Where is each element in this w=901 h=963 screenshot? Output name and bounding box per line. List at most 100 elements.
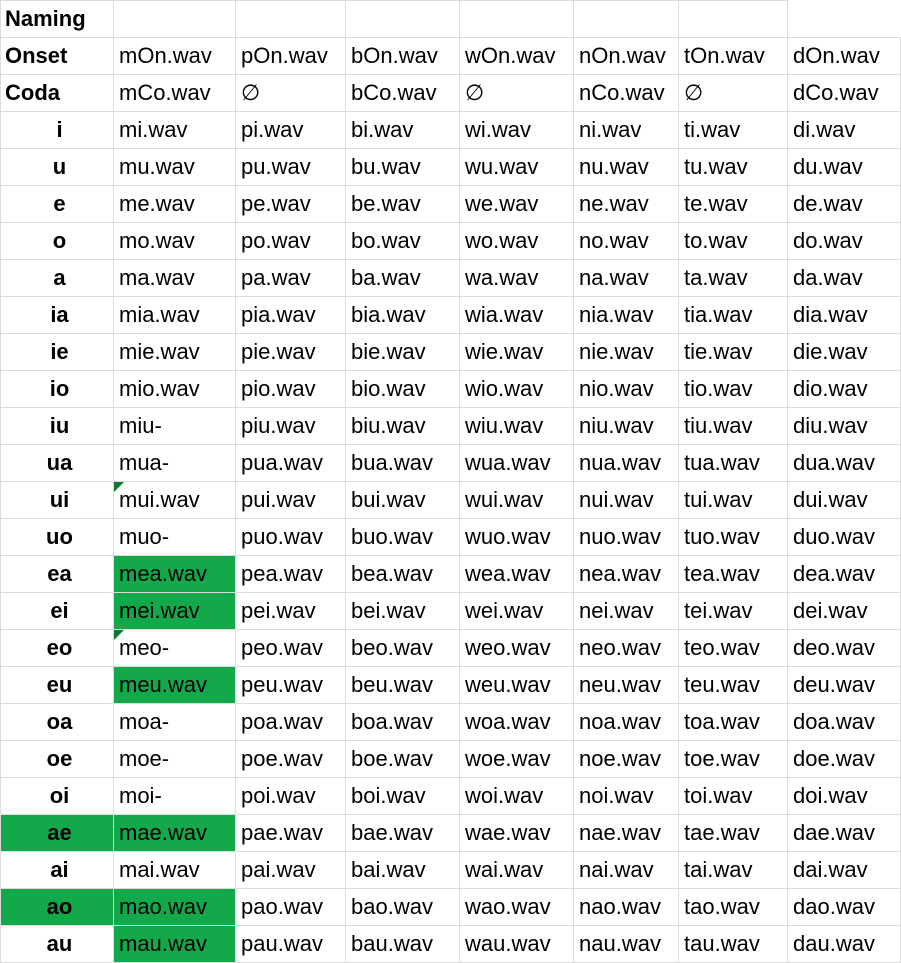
row-label-au[interactable]: au bbox=[0, 925, 114, 963]
cell-t-ai[interactable]: tai.wav bbox=[678, 851, 788, 889]
cell-coda-d[interactable]: dCo.wav bbox=[787, 74, 901, 112]
cell-p-i[interactable]: pi.wav bbox=[235, 111, 346, 149]
cell-w-oi[interactable]: woi.wav bbox=[459, 777, 574, 815]
cell-t-iu[interactable]: tiu.wav bbox=[678, 407, 788, 445]
cell-t-e[interactable]: te.wav bbox=[678, 185, 788, 223]
cell-p-ie[interactable]: pie.wav bbox=[235, 333, 346, 371]
row-label-u[interactable]: u bbox=[0, 148, 114, 186]
cell-w-i[interactable]: wi.wav bbox=[459, 111, 574, 149]
cell-p-uo[interactable]: puo.wav bbox=[235, 518, 346, 556]
cell-b-eu[interactable]: beu.wav bbox=[345, 666, 460, 704]
cell-d-oa[interactable]: doa.wav bbox=[787, 703, 901, 741]
cell-m-ao[interactable]: mao.wav bbox=[113, 888, 236, 926]
cell-onset-w[interactable]: wOn.wav bbox=[459, 37, 574, 75]
cell-b-uo[interactable]: buo.wav bbox=[345, 518, 460, 556]
cell-b-o[interactable]: bo.wav bbox=[345, 222, 460, 260]
cell-w-uo[interactable]: wuo.wav bbox=[459, 518, 574, 556]
empty-cell[interactable] bbox=[345, 0, 460, 38]
cell-p-ui[interactable]: pui.wav bbox=[235, 481, 346, 519]
cell-n-ae[interactable]: nae.wav bbox=[573, 814, 679, 852]
row-label-oe[interactable]: oe bbox=[0, 740, 114, 778]
cell-d-u[interactable]: du.wav bbox=[787, 148, 901, 186]
cell-onset-p[interactable]: pOn.wav bbox=[235, 37, 346, 75]
cell-n-eo[interactable]: neo.wav bbox=[573, 629, 679, 667]
cell-w-ae[interactable]: wae.wav bbox=[459, 814, 574, 852]
row-label-ua[interactable]: ua bbox=[0, 444, 114, 482]
row-label-coda[interactable]: Coda bbox=[0, 74, 114, 112]
cell-coda-t[interactable]: ∅ bbox=[678, 74, 788, 112]
comment-indicator-icon[interactable] bbox=[114, 482, 124, 492]
cell-n-oe[interactable]: noe.wav bbox=[573, 740, 679, 778]
cell-t-ua[interactable]: tua.wav bbox=[678, 444, 788, 482]
cell-t-i[interactable]: ti.wav bbox=[678, 111, 788, 149]
row-label-ia[interactable]: ia bbox=[0, 296, 114, 334]
cell-p-ua[interactable]: pua.wav bbox=[235, 444, 346, 482]
cell-b-au[interactable]: bau.wav bbox=[345, 925, 460, 963]
cell-d-ae[interactable]: dae.wav bbox=[787, 814, 901, 852]
cell-w-ua[interactable]: wua.wav bbox=[459, 444, 574, 482]
cell-d-ai[interactable]: dai.wav bbox=[787, 851, 901, 889]
cell-p-ae[interactable]: pae.wav bbox=[235, 814, 346, 852]
row-label-ie[interactable]: ie bbox=[0, 333, 114, 371]
cell-t-ea[interactable]: tea.wav bbox=[678, 555, 788, 593]
cell-m-u[interactable]: mu.wav bbox=[113, 148, 236, 186]
cell-d-ao[interactable]: dao.wav bbox=[787, 888, 901, 926]
cell-n-ui[interactable]: nui.wav bbox=[573, 481, 679, 519]
cell-m-oa[interactable]: moa- bbox=[113, 703, 236, 741]
cell-p-iu[interactable]: piu.wav bbox=[235, 407, 346, 445]
cell-m-e[interactable]: me.wav bbox=[113, 185, 236, 223]
cell-m-oi[interactable]: moi- bbox=[113, 777, 236, 815]
cell-d-ui[interactable]: dui.wav bbox=[787, 481, 901, 519]
cell-w-o[interactable]: wo.wav bbox=[459, 222, 574, 260]
cell-n-i[interactable]: ni.wav bbox=[573, 111, 679, 149]
cell-m-ia[interactable]: mia.wav bbox=[113, 296, 236, 334]
cell-coda-b[interactable]: bCo.wav bbox=[345, 74, 460, 112]
cell-n-uo[interactable]: nuo.wav bbox=[573, 518, 679, 556]
cell-d-i[interactable]: di.wav bbox=[787, 111, 901, 149]
cell-t-o[interactable]: to.wav bbox=[678, 222, 788, 260]
cell-m-oe[interactable]: moe- bbox=[113, 740, 236, 778]
cell-b-ea[interactable]: bea.wav bbox=[345, 555, 460, 593]
cell-p-oi[interactable]: poi.wav bbox=[235, 777, 346, 815]
cell-w-ei[interactable]: wei.wav bbox=[459, 592, 574, 630]
cell-onset-m[interactable]: mOn.wav bbox=[113, 37, 236, 75]
cell-b-oa[interactable]: boa.wav bbox=[345, 703, 460, 741]
cell-n-eu[interactable]: neu.wav bbox=[573, 666, 679, 704]
cell-b-ai[interactable]: bai.wav bbox=[345, 851, 460, 889]
cell-m-a[interactable]: ma.wav bbox=[113, 259, 236, 297]
cell-p-ea[interactable]: pea.wav bbox=[235, 555, 346, 593]
cell-coda-m[interactable]: mCo.wav bbox=[113, 74, 236, 112]
cell-t-au[interactable]: tau.wav bbox=[678, 925, 788, 963]
cell-t-a[interactable]: ta.wav bbox=[678, 259, 788, 297]
cell-coda-p[interactable]: ∅ bbox=[235, 74, 346, 112]
cell-b-oe[interactable]: boe.wav bbox=[345, 740, 460, 778]
cell-b-ua[interactable]: bua.wav bbox=[345, 444, 460, 482]
cell-m-eo[interactable]: meo- bbox=[113, 629, 236, 667]
row-label-ao[interactable]: ao bbox=[0, 888, 114, 926]
row-label-io[interactable]: io bbox=[0, 370, 114, 408]
row-label-oa[interactable]: oa bbox=[0, 703, 114, 741]
cell-t-ui[interactable]: tui.wav bbox=[678, 481, 788, 519]
cell-t-oa[interactable]: toa.wav bbox=[678, 703, 788, 741]
cell-t-oi[interactable]: toi.wav bbox=[678, 777, 788, 815]
cell-t-uo[interactable]: tuo.wav bbox=[678, 518, 788, 556]
cell-n-o[interactable]: no.wav bbox=[573, 222, 679, 260]
cell-n-a[interactable]: na.wav bbox=[573, 259, 679, 297]
cell-m-ua[interactable]: mua- bbox=[113, 444, 236, 482]
cell-t-ei[interactable]: tei.wav bbox=[678, 592, 788, 630]
header-cell-naming[interactable]: Naming bbox=[0, 0, 114, 38]
empty-cell[interactable] bbox=[573, 0, 679, 38]
cell-d-ua[interactable]: dua.wav bbox=[787, 444, 901, 482]
row-label-eu[interactable]: eu bbox=[0, 666, 114, 704]
cell-coda-n[interactable]: nCo.wav bbox=[573, 74, 679, 112]
cell-w-iu[interactable]: wiu.wav bbox=[459, 407, 574, 445]
cell-t-eu[interactable]: teu.wav bbox=[678, 666, 788, 704]
row-label-e[interactable]: e bbox=[0, 185, 114, 223]
cell-m-ie[interactable]: mie.wav bbox=[113, 333, 236, 371]
cell-w-e[interactable]: we.wav bbox=[459, 185, 574, 223]
cell-t-ia[interactable]: tia.wav bbox=[678, 296, 788, 334]
cell-onset-b[interactable]: bOn.wav bbox=[345, 37, 460, 75]
cell-w-oe[interactable]: woe.wav bbox=[459, 740, 574, 778]
cell-d-au[interactable]: dau.wav bbox=[787, 925, 901, 963]
cell-t-ao[interactable]: tao.wav bbox=[678, 888, 788, 926]
